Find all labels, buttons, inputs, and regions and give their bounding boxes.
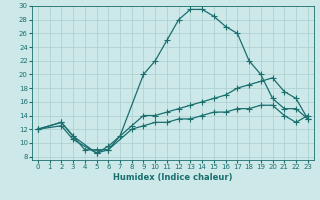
X-axis label: Humidex (Indice chaleur): Humidex (Indice chaleur) [113,173,233,182]
